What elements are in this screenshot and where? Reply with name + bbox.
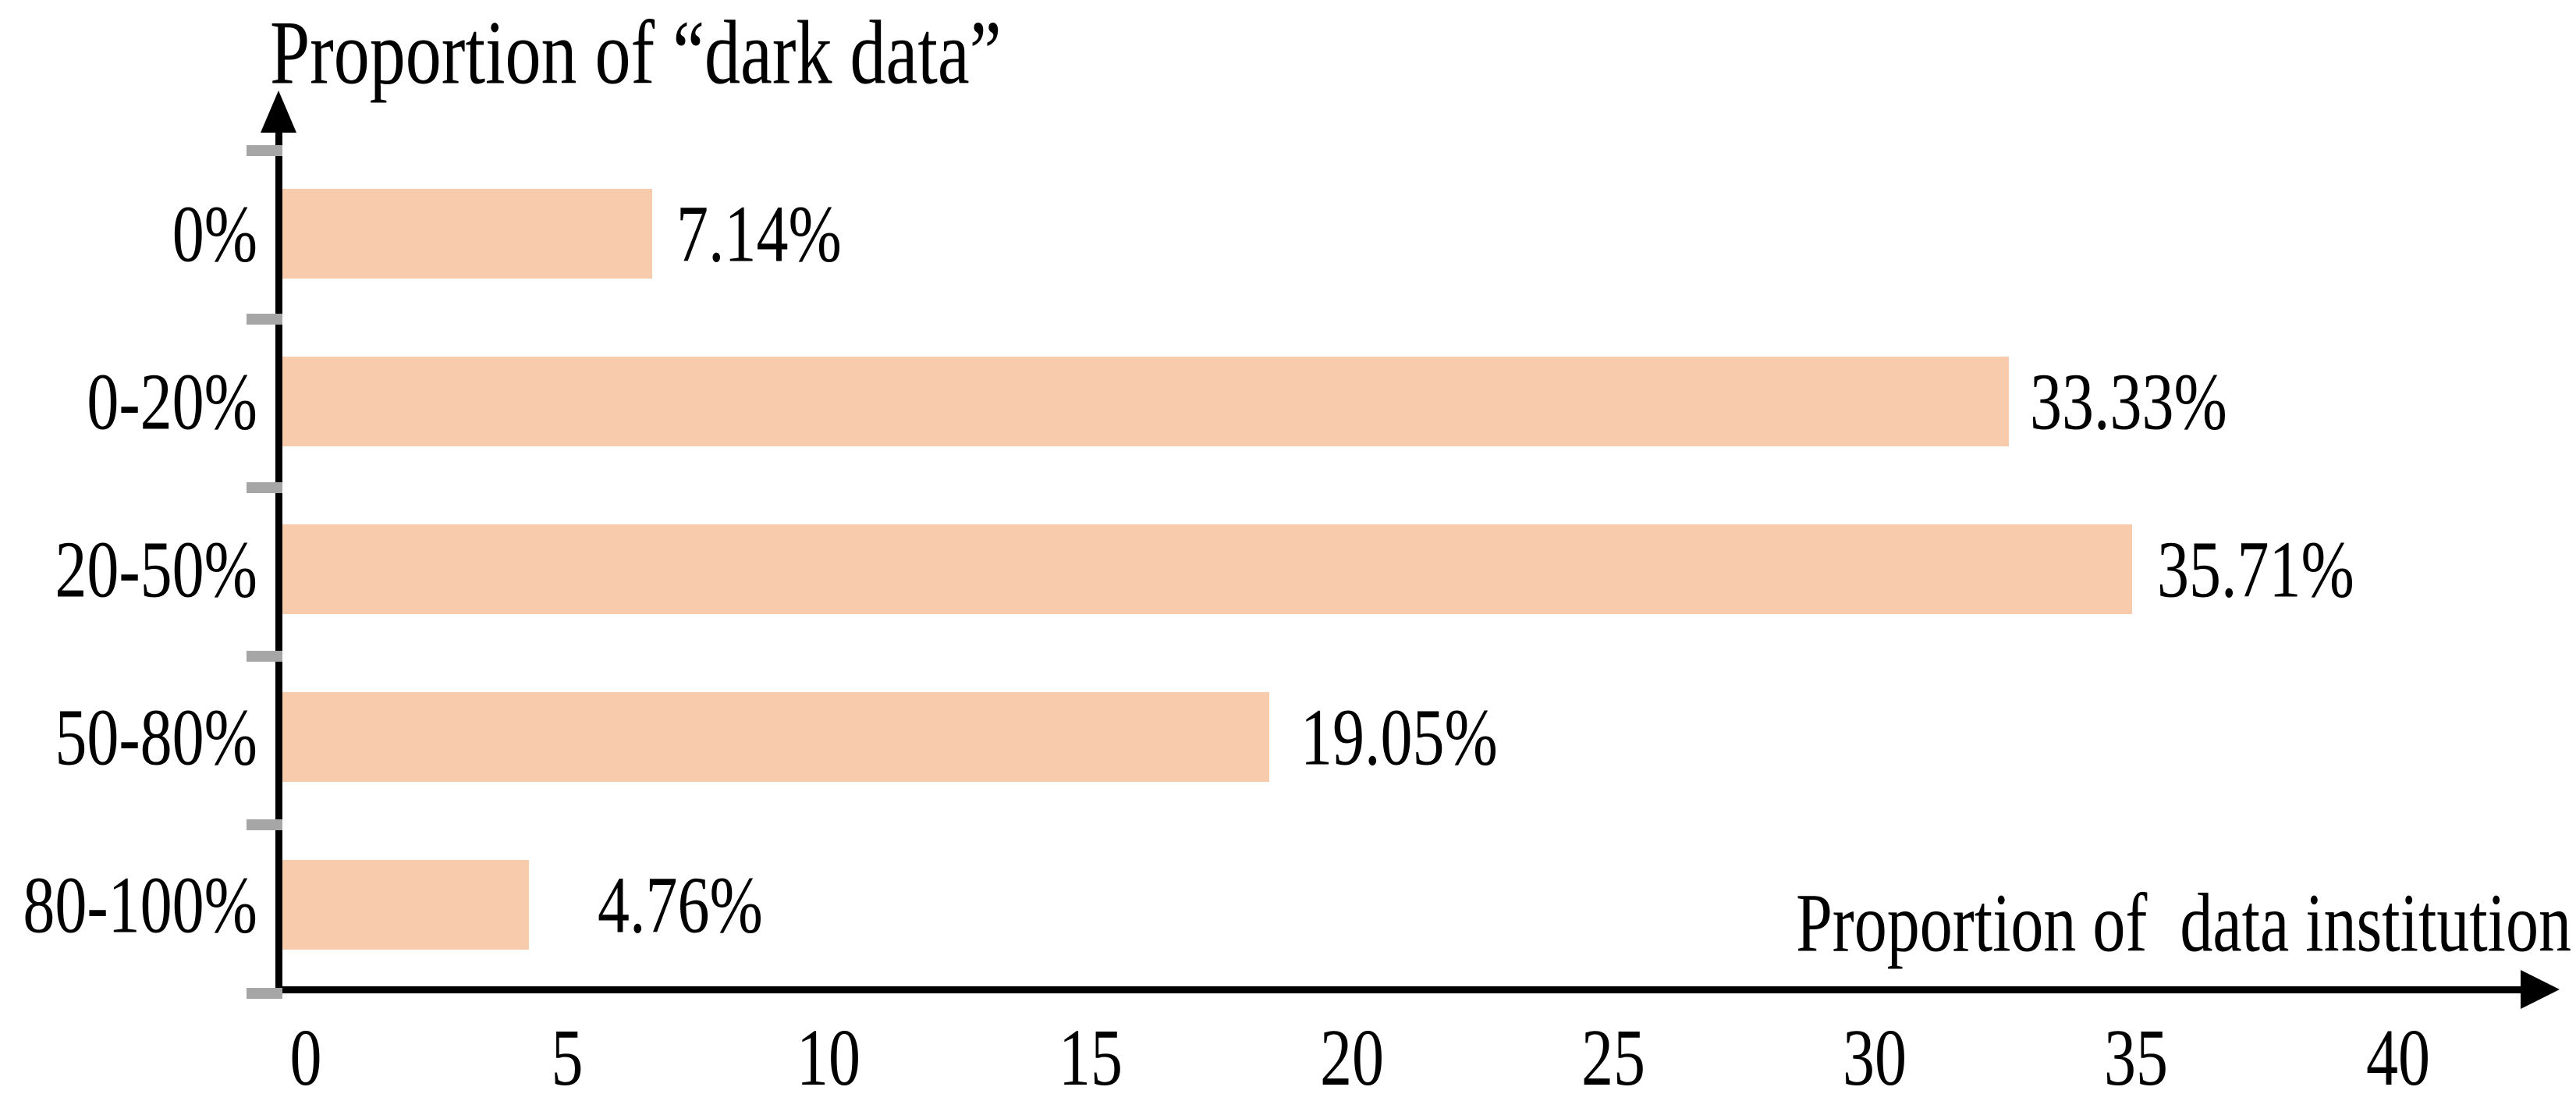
label-text: 33.33%	[2030, 356, 2227, 446]
category-label: 0-20%	[0, 356, 257, 446]
y-axis-tick	[247, 651, 282, 662]
label-text: 5	[551, 1012, 584, 1094]
label-text: 25	[1581, 1012, 1645, 1094]
value-label: 19.05%	[1300, 691, 1498, 782]
category-label: 50-80%	[0, 691, 257, 782]
label-text: 40	[2366, 1012, 2430, 1094]
label-text: 4.76%	[598, 859, 763, 950]
category-label: 80-100%	[0, 859, 257, 950]
category-label: 0%	[0, 188, 257, 279]
x-tick-label: 35	[2035, 1011, 2237, 1094]
x-tick-label: 10	[727, 1011, 930, 1094]
x-tick-label: 20	[1251, 1011, 1453, 1094]
bar	[282, 189, 652, 279]
x-tick-label: 25	[1512, 1011, 1715, 1094]
x-tick-label: 15	[989, 1011, 1192, 1094]
label-text: 35.71%	[2157, 524, 2354, 614]
y-axis-tick	[247, 314, 282, 325]
label-text: 20-50%	[55, 524, 257, 614]
bar	[282, 860, 529, 950]
x-axis-arrow-icon	[2521, 970, 2560, 1009]
x-axis-line	[275, 986, 2522, 993]
value-label: 33.33%	[2030, 356, 2227, 446]
y-axis-tick	[247, 819, 282, 830]
x-tick-label: 30	[1773, 1011, 1976, 1094]
bar	[282, 357, 2009, 446]
y-axis-line	[275, 117, 282, 996]
x-tick-label: 5	[466, 1011, 669, 1094]
value-label: 35.71%	[2157, 524, 2354, 614]
bar	[282, 692, 1269, 782]
label-text: 0-20%	[87, 356, 257, 446]
chart-title: Proportion of “dark data”	[270, 0, 1002, 104]
value-label: 7.14%	[676, 188, 842, 279]
label-text: 0	[289, 1012, 322, 1094]
x-tick-label: 40	[2297, 1011, 2500, 1094]
x-axis-title: Proportion of data institution	[1796, 876, 2571, 970]
y-axis-tick	[247, 145, 282, 156]
label-text: 7.14%	[676, 188, 842, 279]
label-text: 15	[1059, 1012, 1123, 1094]
x-axis-title-text: Proportion of data institution	[1796, 877, 2571, 970]
label-text: 35	[2104, 1012, 2168, 1094]
x-tick-label: 0	[204, 1011, 407, 1094]
y-axis-tick	[247, 482, 282, 493]
label-text: 20	[1320, 1012, 1384, 1094]
label-text: 30	[1843, 1012, 1907, 1094]
label-text: 50-80%	[55, 691, 257, 782]
label-text: 0%	[172, 188, 257, 279]
label-text: 10	[797, 1012, 860, 1094]
label-text: 80-100%	[23, 859, 257, 950]
label-text: 19.05%	[1300, 691, 1498, 782]
category-label: 20-50%	[0, 524, 257, 614]
bar	[282, 524, 2132, 614]
value-label: 4.76%	[598, 859, 763, 950]
chart-title-text: Proportion of “dark data”	[270, 2, 1002, 104]
y-axis-tick	[247, 988, 282, 999]
